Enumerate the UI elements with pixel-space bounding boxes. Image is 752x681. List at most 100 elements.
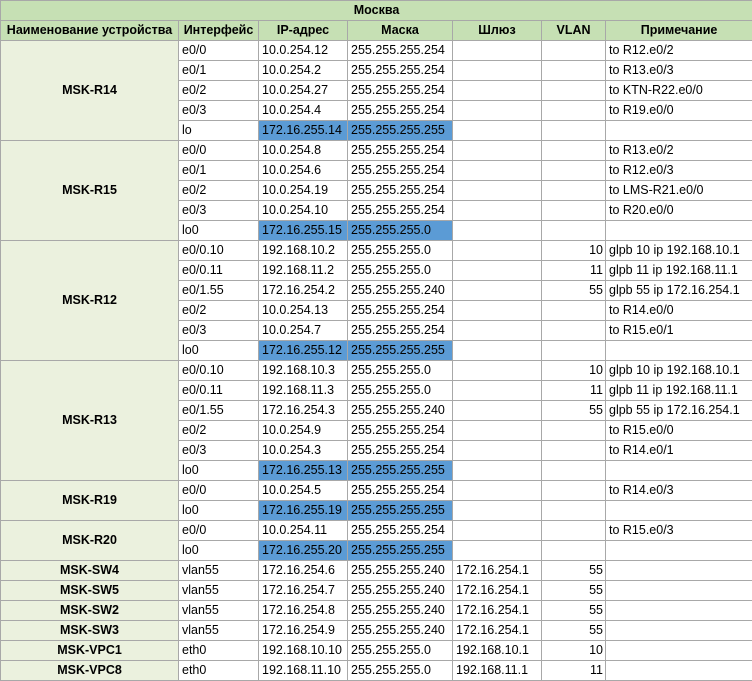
device-name: MSK-VPC8 (1, 661, 179, 681)
interface-cell: e0/3 (179, 441, 259, 461)
ip-cell: 192.168.11.10 (259, 661, 348, 681)
interface-cell: e0/2 (179, 181, 259, 201)
ip-cell: 10.0.254.5 (259, 481, 348, 501)
interface-cell: e0/3 (179, 321, 259, 341)
interface-cell: lo0 (179, 221, 259, 241)
mask-cell: 255.255.255.240 (348, 561, 453, 581)
gateway-cell (453, 401, 542, 421)
interface-cell: e0/0 (179, 481, 259, 501)
note-cell (606, 581, 752, 601)
mask-cell: 255.255.255.240 (348, 621, 453, 641)
interface-cell: vlan55 (179, 601, 259, 621)
interface-cell: vlan55 (179, 621, 259, 641)
device-name: MSK-R13 (1, 361, 179, 481)
vlan-cell: 55 (542, 601, 606, 621)
mask-cell: 255.255.255.255 (348, 121, 453, 141)
ip-cell: 10.0.254.27 (259, 81, 348, 101)
note-cell: to R15.e0/0 (606, 421, 752, 441)
interface-cell: lo0 (179, 501, 259, 521)
note-cell: to R12.e0/2 (606, 41, 752, 61)
device-name: MSK-SW2 (1, 601, 179, 621)
vlan-cell (542, 541, 606, 561)
vlan-cell: 10 (542, 361, 606, 381)
mask-cell: 255.255.255.254 (348, 521, 453, 541)
interface-cell: e0/1 (179, 61, 259, 81)
gateway-cell (453, 421, 542, 441)
ip-cell: 10.0.254.10 (259, 201, 348, 221)
ip-cell: 172.16.254.7 (259, 581, 348, 601)
interface-cell: e0/1.55 (179, 281, 259, 301)
mask-cell: 255.255.255.0 (348, 221, 453, 241)
note-cell (606, 341, 752, 361)
ip-cell: 172.16.254.2 (259, 281, 348, 301)
header-device: Наименование устройства (1, 21, 179, 41)
vlan-cell: 10 (542, 641, 606, 661)
vlan-cell (542, 161, 606, 181)
interface-cell: e0/1 (179, 161, 259, 181)
ip-cell: 192.168.11.2 (259, 261, 348, 281)
note-cell: to R12.e0/3 (606, 161, 752, 181)
note-cell (606, 621, 752, 641)
mask-cell: 255.255.255.254 (348, 61, 453, 81)
vlan-cell (542, 141, 606, 161)
gateway-cell (453, 281, 542, 301)
mask-cell: 255.255.255.240 (348, 601, 453, 621)
interface-cell: e0/0 (179, 41, 259, 61)
ip-cell: 172.16.254.8 (259, 601, 348, 621)
vlan-cell (542, 201, 606, 221)
mask-cell: 255.255.255.0 (348, 641, 453, 661)
ip-cell: 192.168.10.3 (259, 361, 348, 381)
interface-cell: e0/0 (179, 141, 259, 161)
vlan-cell (542, 221, 606, 241)
note-cell (606, 541, 752, 561)
vlan-cell (542, 301, 606, 321)
vlan-cell: 55 (542, 281, 606, 301)
ip-cell: 10.0.254.4 (259, 101, 348, 121)
vlan-cell (542, 461, 606, 481)
note-cell: to R20.e0/0 (606, 201, 752, 221)
gateway-cell: 172.16.254.1 (453, 601, 542, 621)
interface-cell: vlan55 (179, 581, 259, 601)
vlan-cell (542, 521, 606, 541)
mask-cell: 255.255.255.254 (348, 441, 453, 461)
vlan-cell (542, 321, 606, 341)
gateway-cell: 172.16.254.1 (453, 621, 542, 641)
note-cell: to KTN-R22.e0/0 (606, 81, 752, 101)
note-cell (606, 461, 752, 481)
vlan-cell: 11 (542, 381, 606, 401)
note-cell: glpb 11 ip 192.168.11.1 (606, 261, 752, 281)
header-gateway: Шлюз (453, 21, 542, 41)
gateway-cell (453, 101, 542, 121)
note-cell: to R15.e0/3 (606, 521, 752, 541)
note-cell: to R14.e0/0 (606, 301, 752, 321)
note-cell: to R13.e0/2 (606, 141, 752, 161)
gateway-cell: 192.168.11.1 (453, 661, 542, 681)
note-cell (606, 121, 752, 141)
ip-cell: 192.168.11.3 (259, 381, 348, 401)
mask-cell: 255.255.255.254 (348, 181, 453, 201)
ip-cell: 10.0.254.13 (259, 301, 348, 321)
interface-cell: e0/2 (179, 81, 259, 101)
device-name: MSK-R19 (1, 481, 179, 521)
ip-cell: 172.16.255.15 (259, 221, 348, 241)
ip-cell: 10.0.254.6 (259, 161, 348, 181)
mask-cell: 255.255.255.0 (348, 241, 453, 261)
ip-cell: 192.168.10.2 (259, 241, 348, 261)
note-cell: glpb 55 ip 172.16.254.1 (606, 281, 752, 301)
vlan-cell (542, 341, 606, 361)
ip-cell: 192.168.10.10 (259, 641, 348, 661)
gateway-cell (453, 341, 542, 361)
vlan-cell: 11 (542, 661, 606, 681)
interface-cell: vlan55 (179, 561, 259, 581)
mask-cell: 255.255.255.255 (348, 341, 453, 361)
note-cell: glpb 11 ip 192.168.11.1 (606, 381, 752, 401)
device-name: MSK-R15 (1, 141, 179, 241)
gateway-cell (453, 41, 542, 61)
header-vlan: VLAN (542, 21, 606, 41)
